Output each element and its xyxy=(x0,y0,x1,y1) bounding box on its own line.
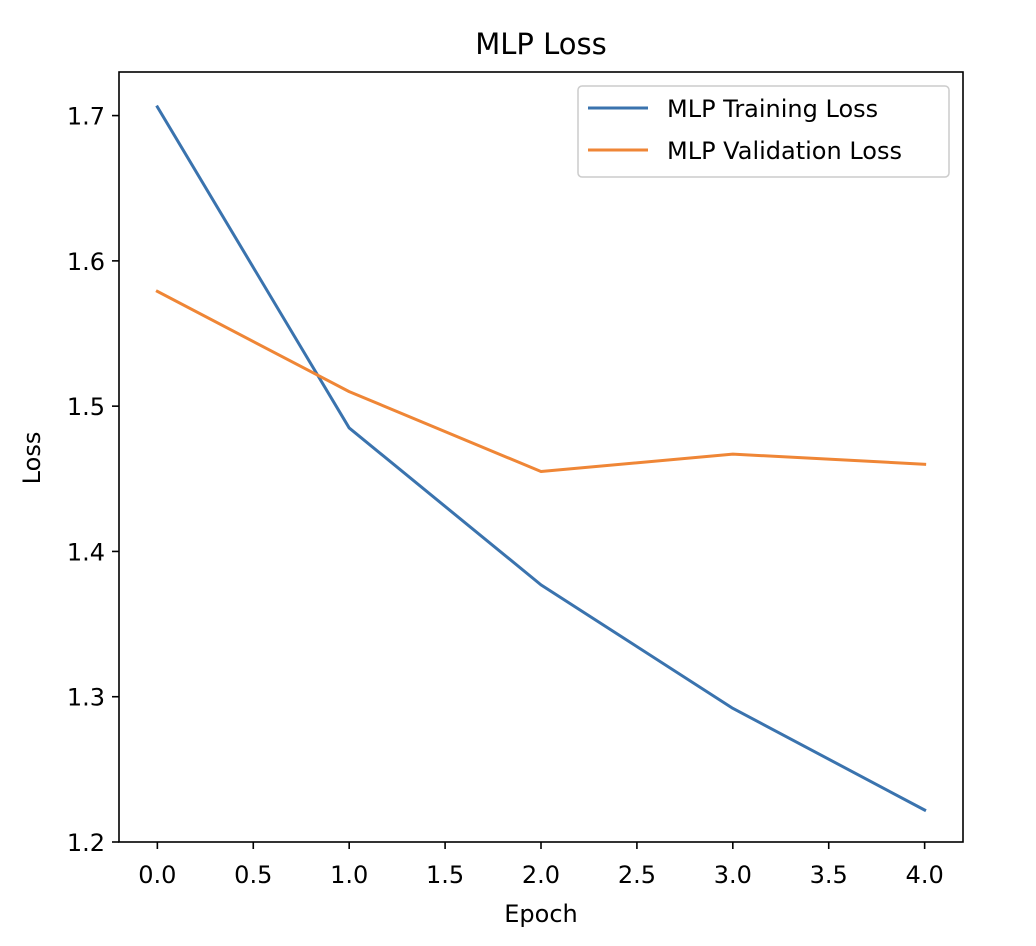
x-tick-label: 3.5 xyxy=(810,861,848,889)
x-tick-label: 2.0 xyxy=(522,861,560,889)
y-tick-label: 1.6 xyxy=(67,248,105,276)
x-axis-label: Epoch xyxy=(504,900,578,928)
legend-label-training: MLP Training Loss xyxy=(667,95,878,123)
y-tick-label: 1.5 xyxy=(67,393,105,421)
y-tick-label: 1.3 xyxy=(67,684,105,712)
y-tick-label: 1.7 xyxy=(67,103,105,131)
training-loss-line xyxy=(155,104,927,813)
y-axis: 1.2 1.3 1.4 1.5 1.6 1.7 xyxy=(67,103,119,857)
legend-label-validation: MLP Validation Loss xyxy=(667,137,902,165)
legend-box xyxy=(577,85,950,178)
validation-loss-line xyxy=(155,289,927,474)
x-tick-label: 1.0 xyxy=(330,861,368,889)
x-tick-label: 2.5 xyxy=(618,861,656,889)
series-layer xyxy=(155,104,927,813)
x-tick-label: 0.5 xyxy=(234,861,272,889)
y-tick-label: 1.4 xyxy=(67,538,105,566)
x-tick-label: 4.0 xyxy=(906,861,944,889)
chart-title: MLP Loss xyxy=(475,27,607,61)
x-tick-label: 0.0 xyxy=(138,861,176,889)
x-axis: 0.0 0.5 1.0 1.5 2.0 2.5 3.0 3.5 4.0 xyxy=(138,842,944,889)
x-tick-label: 1.5 xyxy=(426,861,464,889)
y-axis-label: Loss xyxy=(18,432,46,485)
y-tick-label: 1.2 xyxy=(67,829,105,857)
legend: MLP Training Loss MLP Validation Loss xyxy=(577,85,950,178)
x-tick-label: 3.0 xyxy=(714,861,752,889)
